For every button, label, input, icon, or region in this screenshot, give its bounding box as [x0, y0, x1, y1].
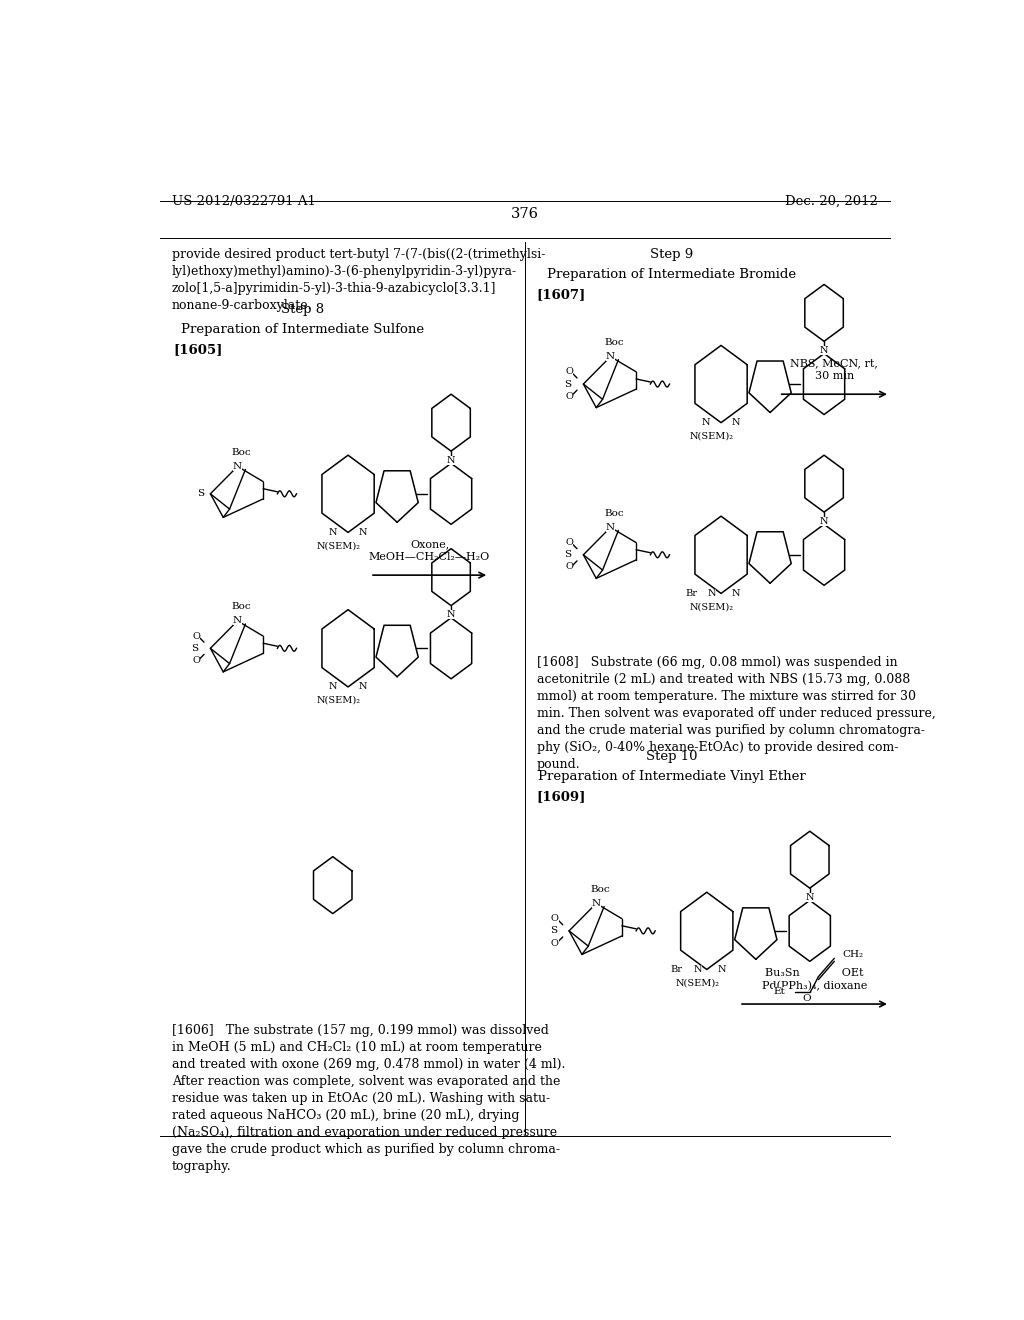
- Text: NBS, MeCN, rt,
30 min: NBS, MeCN, rt, 30 min: [791, 359, 879, 381]
- Text: N: N: [732, 589, 740, 598]
- Text: N: N: [708, 589, 716, 598]
- Text: N: N: [329, 682, 337, 692]
- Text: Et: Et: [773, 987, 785, 997]
- Text: Preparation of Intermediate Sulfone: Preparation of Intermediate Sulfone: [181, 323, 424, 337]
- Text: N: N: [701, 418, 711, 428]
- Text: Step 9: Step 9: [650, 248, 693, 261]
- Text: N: N: [446, 610, 456, 619]
- Text: N: N: [732, 418, 740, 428]
- Text: Br: Br: [685, 589, 697, 598]
- Text: Boc: Boc: [231, 447, 251, 457]
- Text: S: S: [550, 927, 557, 936]
- Text: N: N: [606, 352, 615, 362]
- Text: N: N: [232, 616, 242, 626]
- Text: N: N: [820, 346, 828, 355]
- Text: N: N: [592, 899, 601, 908]
- Text: [1607]: [1607]: [537, 289, 586, 301]
- Text: O: O: [802, 994, 811, 1003]
- Text: O: O: [193, 656, 200, 665]
- Text: O: O: [565, 539, 573, 546]
- Text: Boc: Boc: [604, 508, 625, 517]
- Text: [1606]   The substrate (157 mg, 0.199 mmol) was dissolved
in MeOH (5 mL) and CH₂: [1606] The substrate (157 mg, 0.199 mmol…: [172, 1024, 565, 1173]
- Text: [1609]: [1609]: [537, 791, 586, 804]
- Text: US 2012/0322791 A1: US 2012/0322791 A1: [172, 195, 315, 209]
- Text: CH₂: CH₂: [842, 950, 863, 958]
- Text: S: S: [564, 550, 571, 560]
- Text: S: S: [564, 380, 571, 388]
- Text: Preparation of Intermediate Vinyl Ether: Preparation of Intermediate Vinyl Ether: [538, 771, 806, 783]
- Text: Step 10: Step 10: [646, 750, 697, 763]
- Text: [1608]   Substrate (66 mg, 0.08 mmol) was suspended in
acetonitrile (2 mL) and t: [1608] Substrate (66 mg, 0.08 mmol) was …: [537, 656, 936, 771]
- Text: O: O: [193, 631, 200, 640]
- Text: O: O: [551, 939, 559, 948]
- Text: N(SEM)₂: N(SEM)₂: [317, 696, 361, 705]
- Text: N: N: [358, 682, 368, 692]
- Text: O: O: [565, 562, 573, 572]
- Text: Boc: Boc: [591, 884, 610, 894]
- Text: O: O: [551, 915, 559, 923]
- Text: 376: 376: [511, 207, 539, 222]
- Text: Boc: Boc: [231, 602, 251, 611]
- Text: N: N: [606, 523, 615, 532]
- Text: [1605]: [1605]: [173, 343, 222, 356]
- Text: Preparation of Intermediate Bromide: Preparation of Intermediate Bromide: [547, 268, 797, 281]
- Text: N(SEM)₂: N(SEM)₂: [676, 978, 720, 987]
- Text: O: O: [565, 367, 573, 376]
- Text: N: N: [820, 516, 828, 525]
- Text: N: N: [358, 528, 368, 537]
- Text: S: S: [190, 644, 198, 653]
- Text: Step 8: Step 8: [281, 302, 325, 315]
- Text: provide desired product tert-butyl 7-(7-(bis((2-(trimethylsi-
lyl)ethoxy)methyl): provide desired product tert-butyl 7-(7-…: [172, 248, 545, 312]
- Text: Bu₃Sn            OEt
Pd(PPh₃)₄, dioxane: Bu₃Sn OEt Pd(PPh₃)₄, dioxane: [762, 968, 867, 991]
- Text: Oxone,
MeOH—CH₂Cl₂—H₂O: Oxone, MeOH—CH₂Cl₂—H₂O: [369, 540, 490, 562]
- Text: Br: Br: [671, 965, 683, 974]
- Text: N: N: [806, 892, 814, 902]
- Text: N(SEM)₂: N(SEM)₂: [690, 432, 734, 441]
- Text: O: O: [565, 392, 573, 401]
- Text: N: N: [693, 965, 702, 974]
- Text: S: S: [198, 490, 205, 499]
- Text: N: N: [718, 965, 726, 974]
- Text: Boc: Boc: [604, 338, 625, 347]
- Text: N: N: [329, 528, 337, 537]
- Text: N(SEM)₂: N(SEM)₂: [317, 541, 361, 550]
- Text: N(SEM)₂: N(SEM)₂: [690, 602, 734, 611]
- Text: N: N: [446, 455, 456, 465]
- Text: Dec. 20, 2012: Dec. 20, 2012: [785, 195, 878, 209]
- Text: N: N: [232, 462, 242, 471]
